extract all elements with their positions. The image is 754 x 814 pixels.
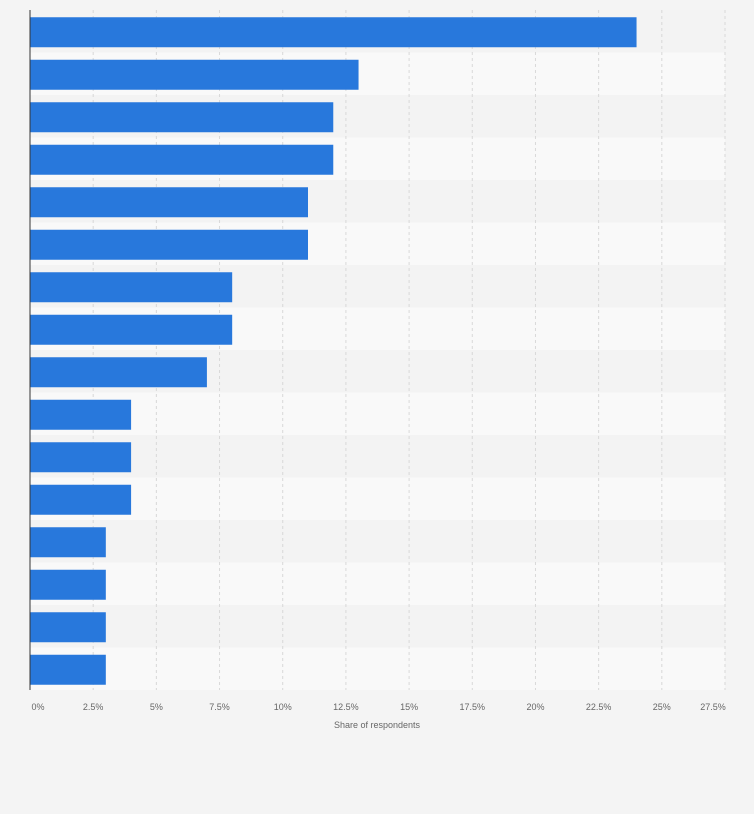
x-tick-label: 17.5% [460, 702, 486, 712]
x-tick-label: 27.5% [700, 702, 726, 712]
x-axis-ticks: 0% 2.5% 5% 7.5% 10% 12.5% 15% 17.5% 20% 22.5% 25% 2… [31, 702, 725, 712]
bar [30, 357, 207, 388]
x-tick-label: 15% [400, 702, 418, 712]
x-tick-label: 7.5% [209, 702, 230, 712]
x-tick-label: 10% [274, 702, 292, 712]
x-tick-label: 22.5% [586, 702, 612, 712]
bar [30, 102, 334, 133]
bar [30, 229, 308, 260]
x-axis-label: Share of respondents [334, 720, 421, 730]
row-band [30, 392, 725, 435]
bar [30, 484, 132, 515]
x-tick-label: 5% [150, 702, 163, 712]
row-band [30, 605, 725, 648]
x-tick-label: 12.5% [333, 702, 359, 712]
bar [30, 187, 308, 218]
bar [30, 654, 106, 685]
bar [30, 314, 233, 345]
row-band [30, 435, 725, 478]
bar [30, 17, 637, 48]
bar [30, 144, 334, 175]
x-tick-label: 2.5% [83, 702, 104, 712]
bar [30, 442, 132, 473]
bar [30, 527, 106, 558]
bar [30, 272, 233, 303]
row-band [30, 477, 725, 520]
x-tick-label: 25% [653, 702, 671, 712]
bar [30, 59, 359, 90]
bar [30, 569, 106, 600]
row-band [30, 520, 725, 563]
bar [30, 612, 106, 643]
x-tick-label: 20% [526, 702, 544, 712]
bars [30, 17, 637, 685]
bar [30, 399, 132, 430]
row-band [30, 562, 725, 605]
row-band [30, 647, 725, 690]
x-tick-label: 0% [31, 702, 44, 712]
